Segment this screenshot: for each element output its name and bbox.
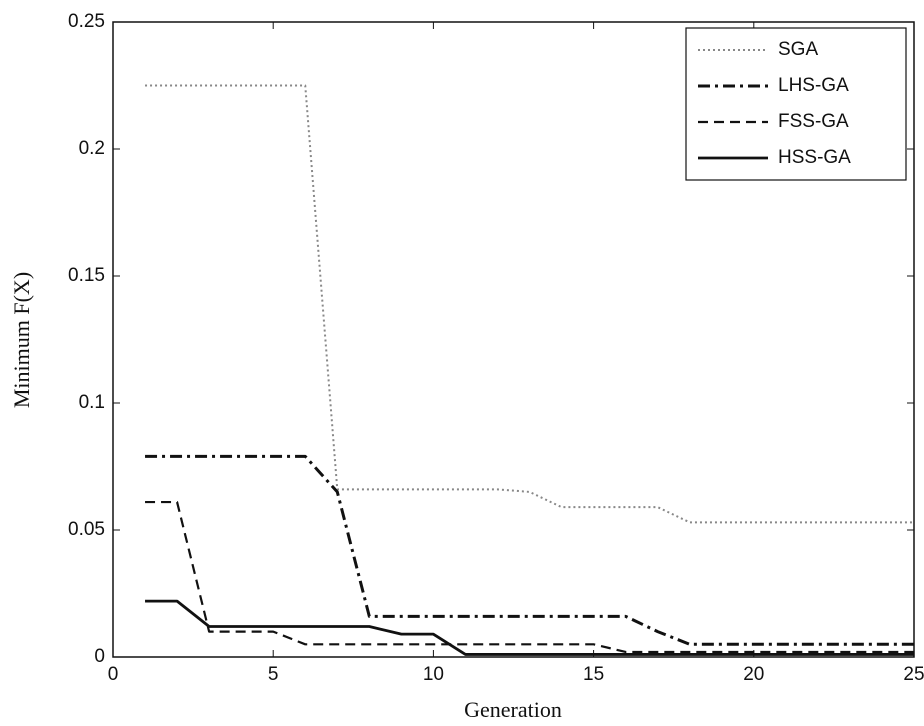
legend-label: SGA (778, 39, 818, 60)
legend-label: LHS-GA (778, 75, 849, 96)
y-tick-label: 0.15 (68, 265, 105, 286)
x-axis-label: Generation (464, 697, 562, 722)
legend-label: HSS-GA (778, 147, 851, 168)
x-tick-label: 5 (268, 664, 279, 685)
x-tick-label: 20 (743, 664, 764, 685)
y-tick-label: 0.25 (68, 11, 105, 32)
series-line (145, 601, 914, 654)
y-tick-label: 0.05 (68, 519, 105, 540)
x-tick-label: 25 (903, 664, 924, 685)
x-tick-label: 0 (108, 664, 119, 685)
chart: Generation Minimum F(X) 0 0.05 0.1 0.15 0.2 0… (0, 0, 924, 726)
x-tick-label: 15 (583, 664, 604, 685)
series-line (145, 456, 914, 644)
y-tick-label: 0.1 (79, 392, 105, 413)
y-tick-label: 0.2 (79, 138, 105, 159)
y-tick-label: 0 (94, 646, 105, 667)
series-line (145, 502, 914, 652)
x-tick-label: 10 (423, 664, 444, 685)
y-axis-label: Minimum F(X) (9, 272, 34, 408)
legend-label: FSS-GA (778, 111, 849, 132)
